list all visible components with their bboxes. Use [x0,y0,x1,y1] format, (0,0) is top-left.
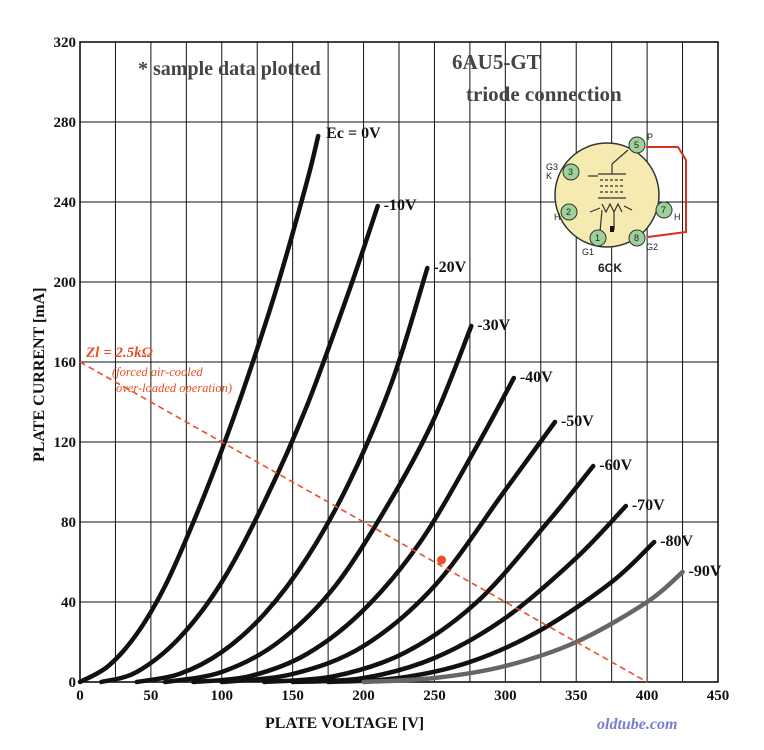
x-tick-label: 250 [423,688,446,704]
curve--50v [219,419,558,685]
y-tick-label: 240 [54,195,77,211]
x-tick-label: 450 [707,688,730,704]
pin-8-icon [628,229,646,247]
load-line-note-1: (forced air-cooled [112,365,203,379]
load-line [79,361,648,683]
operating-point [437,555,447,565]
pin-1-icon [589,229,607,247]
y-tick-label: 40 [61,595,76,611]
pin-3-num: 3 [568,167,573,177]
base-pins: 5 P 3 G3 K 2 H 1 G1 8 G2 7 H [546,132,681,257]
tube-base-outline [554,142,660,248]
load-line-group: Zl = 2.5kΩ (forced air-cooled over-loade… [79,345,648,683]
curve-label: -90V [689,563,722,580]
y-tick-label: 80 [61,515,76,531]
curve--60v [262,463,596,685]
curve--40v [191,375,517,685]
pin-1-label: G1 [582,247,594,257]
curve-label: -40V [520,369,553,386]
x-tick-label: 100 [211,688,234,704]
curve-ec-0v [77,133,321,685]
curve--20v [134,265,430,685]
curve-label: -80V [660,533,693,550]
y-tick-label: 320 [54,35,77,51]
pin-5-num: 5 [634,140,639,150]
curve--30v [162,323,474,685]
x-tick-label: 150 [281,688,304,704]
pin-2-label: H [554,212,561,222]
curve-label: -50V [561,413,594,430]
electrode-structure-icon [588,149,633,233]
x-tick-labels: 0 50 100 150 200 250 300 350 400 450 [76,688,729,704]
pin-1-num: 1 [595,233,600,243]
load-line-label: Zl = 2.5kΩ [85,345,153,361]
x-tick-label: 350 [565,688,588,704]
y-tick-label: 280 [54,115,77,131]
tube-base-diagram: 5 P 3 G3 K 2 H 1 G1 8 G2 7 H 6CK [546,132,687,275]
chart-title: 6AU5-GT [452,50,541,74]
curve-label: -70V [632,497,665,514]
curve--80v [325,539,657,685]
watermark: oldtube.com [597,716,677,733]
x-tick-label: 50 [143,688,158,704]
sample-note: * sample data plotted [138,58,321,80]
y-tick-label: 120 [54,435,77,451]
base-key-icon [610,226,614,232]
y-tick-label: 200 [54,275,77,291]
pin-7-label: H [674,212,681,222]
pin-2-icon [560,203,578,221]
x-tick-label: 300 [494,688,517,704]
pin-8-num: 8 [634,233,639,243]
curve-label: -30V [477,317,510,334]
pin-3-icon [562,163,580,181]
pin-7-icon [655,201,673,219]
x-tick-label: 200 [352,688,375,704]
pin-3-label: G3 K [546,162,558,181]
pin-5-icon [628,136,646,154]
curve-label: Ec = 0V [326,125,381,142]
curve-label: -60V [599,457,632,474]
plate-curves [77,133,685,685]
load-line-note-2: over-loaded operation) [116,381,232,395]
y-tick-label: 160 [54,355,77,371]
curve--10v [99,203,380,685]
y-tick-label: 0 [69,675,77,691]
pin-2-num: 2 [566,207,571,217]
curve--90v [361,569,685,685]
chart-subtitle: triode connection [466,82,622,106]
curve-labels: Ec = 0V -10V -20V -30V -40V -50V -60V -70V -80V -… [326,125,722,580]
curve-label: -20V [433,259,466,276]
base-type-label: 6CK [598,261,622,275]
curve-label: -10V [384,197,417,214]
x-tick-label: 400 [636,688,659,704]
curve--70v [290,503,629,685]
pin-5-label: P [647,132,653,142]
pin-8-label: G2 [646,242,658,252]
y-tick-labels: 0 40 80 120 160 200 240 280 320 [54,35,77,691]
y-axis-title: PLATE CURRENT [mA] [31,287,48,462]
pin-7-num: 7 [661,205,666,215]
x-tick-label: 0 [76,688,84,704]
pin-strap-wire [646,146,687,238]
x-axis-title: PLATE VOLTAGE [V] [265,715,424,732]
